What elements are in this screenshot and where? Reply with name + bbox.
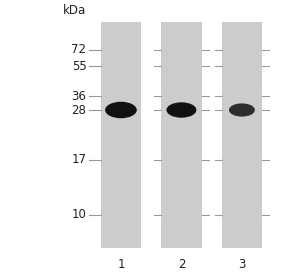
Text: 2: 2: [178, 257, 185, 271]
Ellipse shape: [166, 102, 196, 118]
Ellipse shape: [105, 102, 137, 118]
Text: 72: 72: [71, 43, 86, 56]
Bar: [222, 22, 262, 248]
Text: 55: 55: [72, 59, 86, 73]
Text: 36: 36: [71, 90, 86, 103]
Text: kDa: kDa: [63, 4, 86, 16]
Text: 3: 3: [238, 257, 246, 271]
Text: 1: 1: [117, 257, 125, 271]
Text: 17: 17: [71, 153, 86, 166]
Bar: [161, 22, 202, 248]
Ellipse shape: [229, 103, 255, 117]
Text: 10: 10: [71, 208, 86, 221]
Text: 28: 28: [71, 103, 86, 117]
Bar: [101, 22, 141, 248]
